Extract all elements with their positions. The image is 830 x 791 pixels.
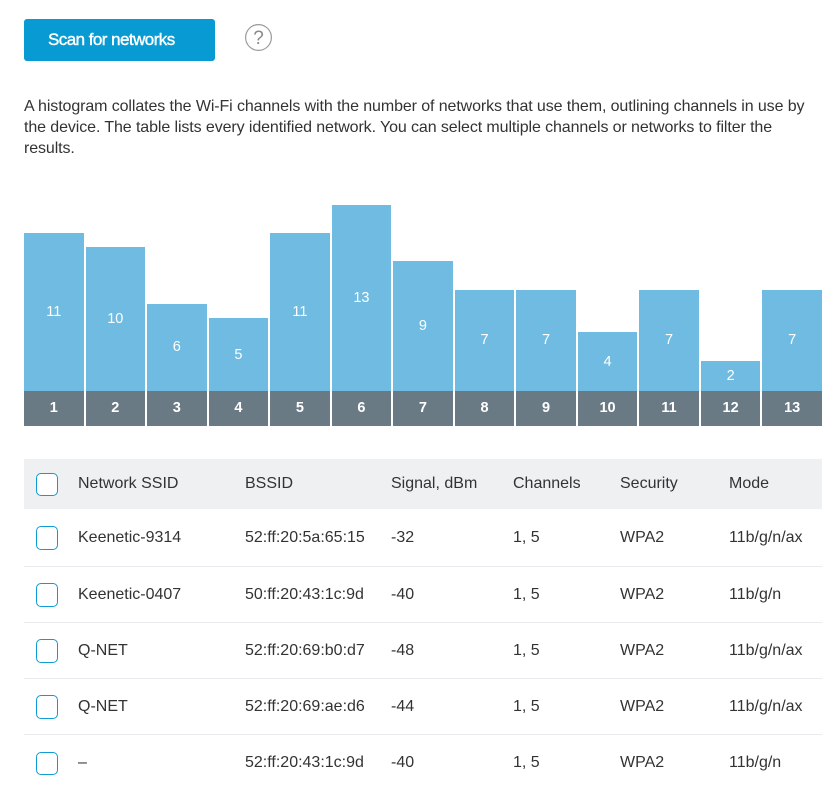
svg-text:?: ?	[253, 28, 264, 49]
